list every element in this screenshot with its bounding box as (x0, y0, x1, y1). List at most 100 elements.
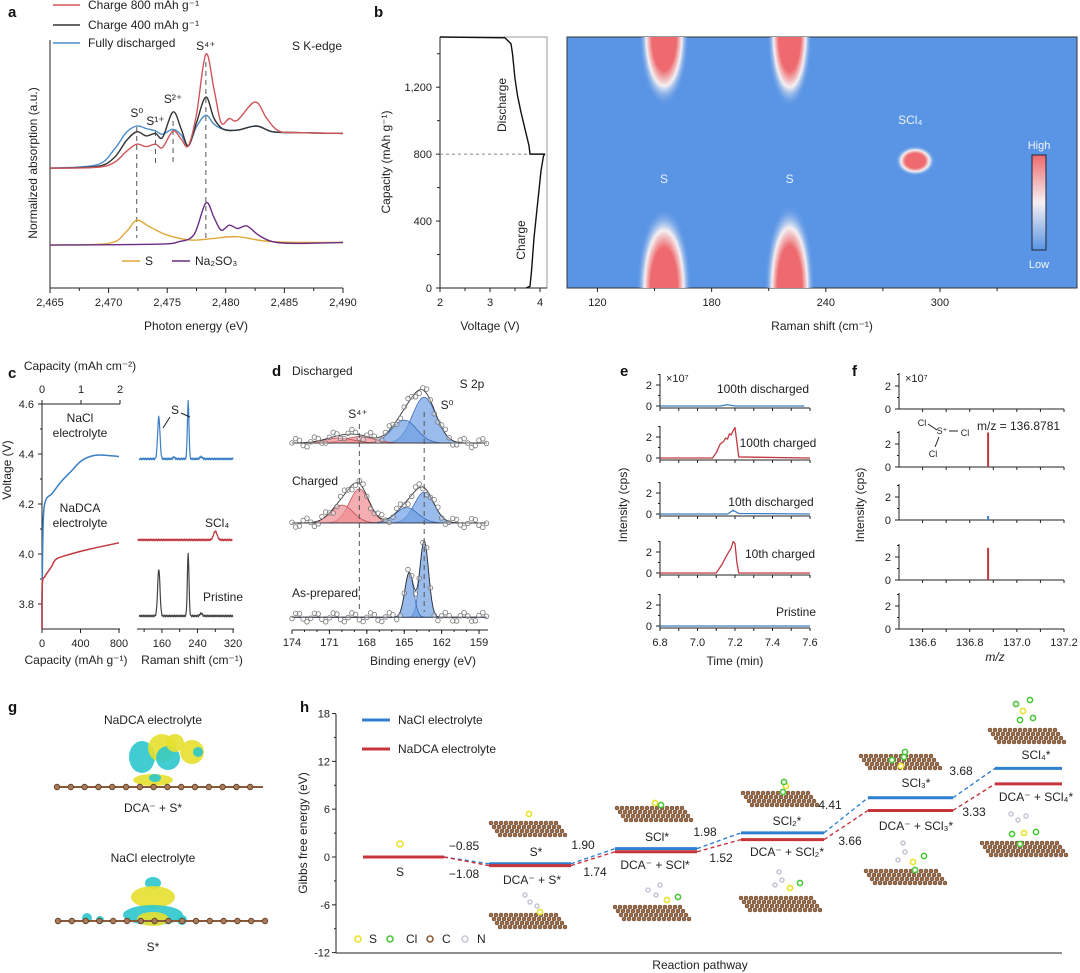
graphene-atom (923, 753, 929, 759)
graphene-atom (657, 809, 663, 815)
graphene-atom (766, 899, 772, 905)
graphene-atom (491, 824, 497, 830)
carbon-atom (54, 917, 62, 925)
carbon-atom (53, 783, 61, 791)
graphene-atom (663, 817, 669, 823)
atom-legend-label: N (477, 932, 486, 946)
y-tick-label: 0 (885, 624, 891, 636)
data-point (323, 619, 329, 625)
graphene-atom (811, 798, 817, 804)
graphene-atom (790, 790, 796, 796)
x-tick-label: 7.2 (727, 637, 742, 649)
carbon-atom (150, 783, 157, 791)
state-label: DCA⁻ + SCl₂* (750, 845, 824, 859)
graphene-atom (878, 868, 884, 874)
x-tick-label: 180 (702, 297, 720, 309)
graphene-atom (668, 817, 674, 823)
y-tick-label: 0 (885, 515, 891, 527)
charge-depletion-isosurface (193, 747, 203, 757)
data-point (319, 513, 325, 520)
graphene-atom (756, 899, 762, 905)
graphene-atom (647, 809, 653, 815)
graphene-atom (995, 731, 1001, 737)
x-tick-label: 240 (188, 638, 206, 650)
graphene-atom (1050, 848, 1056, 854)
graphene-atom (677, 809, 683, 815)
graphene-atom (1046, 739, 1052, 745)
x2-tick-label: 0 (39, 384, 45, 396)
discharge-label: Discharge (495, 78, 509, 132)
data-point (394, 505, 400, 512)
data-point (390, 612, 396, 618)
graphene-atom (908, 753, 914, 759)
data-point (409, 493, 415, 500)
graphene-atom (504, 920, 510, 926)
graphene-atom (523, 912, 529, 918)
structure-atom: Cl (961, 428, 970, 438)
graphene-atom (652, 904, 658, 910)
fit-envelope (291, 389, 487, 444)
graphene-atom (863, 753, 869, 759)
graphene-atom (541, 824, 547, 830)
graphene-atom (1010, 848, 1016, 854)
graphene-atom (666, 916, 672, 922)
atom (525, 810, 533, 818)
graphene-atom (1044, 840, 1050, 846)
graphene-atom (812, 907, 818, 913)
graphene-atom (783, 895, 789, 901)
carbon-atom (151, 917, 158, 925)
graphene-atom (754, 903, 760, 909)
atom (776, 869, 782, 875)
graphene-atom (677, 904, 683, 910)
graphene-atom (778, 895, 784, 901)
atom (1012, 700, 1020, 708)
graphene-atom (998, 735, 1004, 741)
graphene-atom (1052, 727, 1058, 733)
graphene-atom (877, 765, 883, 771)
data-point (453, 618, 460, 624)
carbon-atom (123, 917, 131, 925)
energy-change-label: 4.41 (818, 798, 842, 812)
graphene-atom (617, 904, 623, 910)
graphene-atom (931, 872, 937, 878)
plot-frame (439, 36, 548, 289)
data-point (382, 517, 389, 523)
graphene-atom (892, 765, 898, 771)
carbon-atom (165, 917, 172, 925)
graphene-atom (658, 817, 664, 823)
graphene-atom (804, 903, 810, 909)
graphene-atom (754, 802, 760, 808)
colorbar (1031, 154, 1047, 251)
data-point (465, 520, 471, 527)
graphene-atom (522, 832, 528, 838)
chromatogram-trace (660, 540, 810, 574)
x-tick-label: 168 (358, 637, 376, 649)
graphene-atom (869, 761, 875, 767)
graphene-atom (868, 868, 874, 874)
y-tick-label: 2 (646, 432, 652, 444)
graphene-atom (786, 798, 792, 804)
graphene-atom (536, 916, 542, 922)
graphene-atom (987, 844, 993, 850)
data-point (435, 419, 441, 425)
graphene-atom (1031, 739, 1037, 745)
graphene-atom (923, 868, 929, 874)
graphene-atom (533, 912, 539, 918)
energy-change-label: 3.68 (949, 764, 973, 778)
graphene-atom (671, 916, 677, 922)
y-tick-label: 0 (646, 621, 652, 633)
graphene-atom (622, 904, 628, 910)
graphene-atom (634, 805, 640, 811)
legend-label: Na₂SO₃ (195, 254, 237, 268)
data-point (379, 618, 385, 625)
data-point (446, 435, 452, 441)
graphene-atom (654, 805, 660, 811)
graphene-atom (1028, 735, 1034, 741)
data-point (334, 431, 340, 437)
graphene-atom (623, 912, 629, 918)
graphene-atom (876, 872, 882, 878)
graphene-atom (789, 903, 795, 909)
y-tick-label: 4.0 (19, 549, 34, 561)
graphene-atom (761, 899, 767, 905)
data-point (457, 522, 463, 528)
